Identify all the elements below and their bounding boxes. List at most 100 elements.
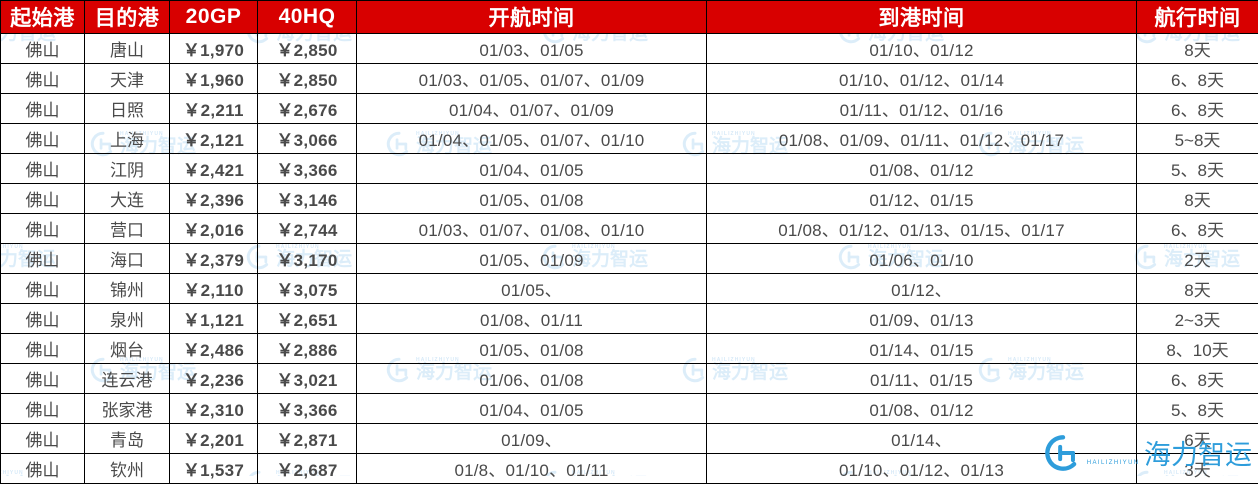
- cell-hq40: ￥2,687: [258, 454, 357, 484]
- header-row: 起始港 目的港 20GP 40HQ 开航时间 到港时间 航行时间: [1, 1, 1258, 34]
- cell-origin: 佛山: [1, 244, 85, 274]
- cell-gp20: ￥2,121: [170, 124, 258, 154]
- cell-origin: 佛山: [1, 304, 85, 334]
- cell-dest: 上海: [85, 124, 170, 154]
- cell-gp20: ￥2,396: [170, 184, 258, 214]
- cell-dest: 连云港: [85, 364, 170, 394]
- column-header-20gp[interactable]: 20GP: [170, 1, 258, 34]
- cell-hq40: ￥3,075: [258, 274, 357, 304]
- cell-dest: 锦州: [85, 274, 170, 304]
- cell-gp20: ￥2,486: [170, 334, 258, 364]
- cell-gp20: ￥2,421: [170, 154, 258, 184]
- cell-origin: 佛山: [1, 184, 85, 214]
- column-header-origin[interactable]: 起始港: [1, 1, 85, 34]
- cell-departure: 01/04、01/07、01/09: [357, 94, 707, 124]
- cell-departure: 01/8、01/10、01/11: [357, 454, 707, 484]
- column-header-40hq[interactable]: 40HQ: [258, 1, 357, 34]
- cell-origin: 佛山: [1, 124, 85, 154]
- cell-transit: 6、8天: [1137, 214, 1258, 244]
- cell-gp20: ￥2,211: [170, 94, 258, 124]
- cell-departure: 01/04、01/05: [357, 154, 707, 184]
- cell-dest: 天津: [85, 64, 170, 94]
- cell-gp20: ￥1,121: [170, 304, 258, 334]
- cell-origin: 佛山: [1, 334, 85, 364]
- table-header: 起始港 目的港 20GP 40HQ 开航时间 到港时间 航行时间: [1, 1, 1258, 34]
- cell-transit: 8天: [1137, 184, 1258, 214]
- cell-dest: 唐山: [85, 34, 170, 64]
- cell-departure: 01/05、: [357, 274, 707, 304]
- cell-gp20: ￥1,537: [170, 454, 258, 484]
- cell-dest: 泉州: [85, 304, 170, 334]
- cell-origin: 佛山: [1, 394, 85, 424]
- cell-hq40: ￥3,366: [258, 154, 357, 184]
- cell-transit: 3天: [1137, 454, 1258, 484]
- cell-arrival: 01/10、01/12: [707, 34, 1137, 64]
- cell-departure: 01/03、01/07、01/08、01/10: [357, 214, 707, 244]
- column-header-destination[interactable]: 目的港: [85, 1, 170, 34]
- cell-transit: 6、8天: [1137, 94, 1258, 124]
- cell-transit: 6、8天: [1137, 364, 1258, 394]
- cell-transit: 5~8天: [1137, 124, 1258, 154]
- cell-dest: 烟台: [85, 334, 170, 364]
- cell-arrival: 01/08、01/12: [707, 394, 1137, 424]
- cell-departure: 01/08、01/11: [357, 304, 707, 334]
- cell-gp20: ￥2,379: [170, 244, 258, 274]
- cell-transit: 8天: [1137, 34, 1258, 64]
- cell-arrival: 01/08、01/09、01/11、01/12、01/17: [707, 124, 1137, 154]
- cell-arrival: 01/12、01/15: [707, 184, 1137, 214]
- cell-departure: 01/05、01/08: [357, 334, 707, 364]
- cell-hq40: ￥2,744: [258, 214, 357, 244]
- cell-transit: 8天: [1137, 274, 1258, 304]
- cell-departure: 01/05、01/08: [357, 184, 707, 214]
- cell-dest: 江阴: [85, 154, 170, 184]
- cell-arrival: 01/06、01/10: [707, 244, 1137, 274]
- cell-departure: 01/06、01/08: [357, 364, 707, 394]
- cell-transit: 8、10天: [1137, 334, 1258, 364]
- cell-hq40: ￥3,021: [258, 364, 357, 394]
- cell-hq40: ￥2,850: [258, 34, 357, 64]
- cell-hq40: ￥3,066: [258, 124, 357, 154]
- column-header-departure[interactable]: 开航时间: [357, 1, 707, 34]
- cell-dest: 日照: [85, 94, 170, 124]
- cell-hq40: ￥2,871: [258, 424, 357, 454]
- cell-transit: 6、8天: [1137, 64, 1258, 94]
- cell-dest: 海口: [85, 244, 170, 274]
- cell-hq40: ￥2,651: [258, 304, 357, 334]
- cell-gp20: ￥2,310: [170, 394, 258, 424]
- cell-departure: 01/04、01/05: [357, 394, 707, 424]
- cell-hq40: ￥2,676: [258, 94, 357, 124]
- cell-departure: 01/03、01/05、01/07、01/09: [357, 64, 707, 94]
- column-header-transit[interactable]: 航行时间: [1137, 1, 1258, 34]
- cell-transit: 6天: [1137, 424, 1258, 454]
- cell-hq40: ￥2,850: [258, 64, 357, 94]
- cell-departure: 01/04、01/05、01/07、01/10: [357, 124, 707, 154]
- cell-dest: 营口: [85, 214, 170, 244]
- cell-transit: 5、8天: [1137, 394, 1258, 424]
- cell-hq40: ￥2,886: [258, 334, 357, 364]
- cell-origin: 佛山: [1, 94, 85, 124]
- cell-origin: 佛山: [1, 364, 85, 394]
- cell-transit: 2天: [1137, 244, 1258, 274]
- column-header-arrival[interactable]: 到港时间: [707, 1, 1137, 34]
- cell-gp20: ￥2,016: [170, 214, 258, 244]
- cell-origin: 佛山: [1, 454, 85, 484]
- cell-dest: 张家港: [85, 394, 170, 424]
- cell-gp20: ￥1,970: [170, 34, 258, 64]
